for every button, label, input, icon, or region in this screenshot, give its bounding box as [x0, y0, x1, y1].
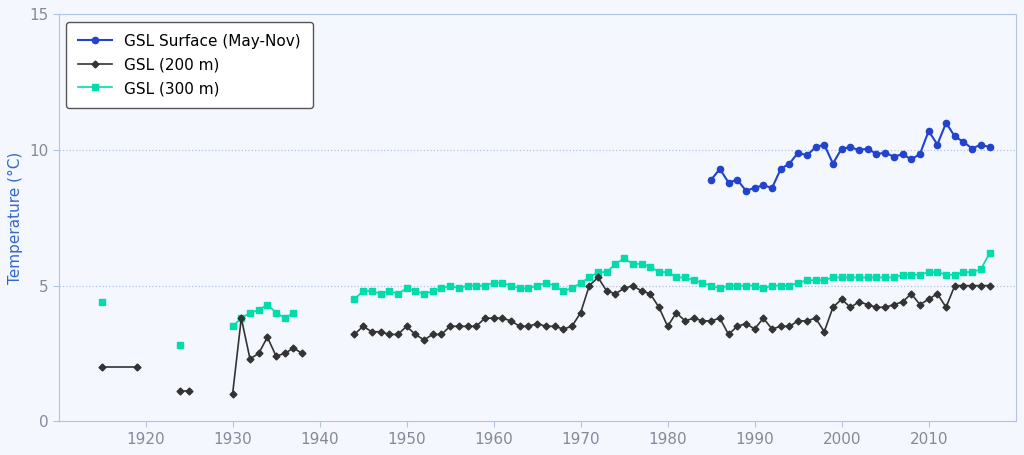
GSL Surface (May-Nov)	[757, 182, 769, 188]
GSL Surface (May-Nov)	[749, 185, 761, 191]
GSL Surface (May-Nov)	[739, 188, 752, 193]
GSL Surface (May-Nov)	[792, 150, 804, 156]
GSL Surface (May-Nov)	[705, 177, 717, 182]
GSL Surface (May-Nov)	[948, 134, 961, 139]
GSL Surface (May-Nov)	[826, 161, 839, 166]
GSL Surface (May-Nov)	[766, 185, 778, 191]
Line: GSL Surface (May-Nov): GSL Surface (May-Nov)	[708, 120, 992, 194]
GSL Surface (May-Nov)	[879, 150, 891, 156]
GSL (200 m)	[96, 364, 109, 370]
GSL Surface (May-Nov)	[844, 145, 856, 150]
GSL Surface (May-Nov)	[731, 177, 743, 182]
Line: GSL (200 m): GSL (200 m)	[99, 364, 139, 369]
GSL Surface (May-Nov)	[905, 157, 918, 162]
GSL Surface (May-Nov)	[836, 146, 848, 152]
GSL Surface (May-Nov)	[923, 128, 935, 134]
Legend: GSL Surface (May-Nov), GSL (200 m), GSL (300 m): GSL Surface (May-Nov), GSL (200 m), GSL …	[67, 22, 313, 108]
Y-axis label: Temperature (°C): Temperature (°C)	[8, 152, 24, 284]
GSL Surface (May-Nov)	[957, 139, 970, 145]
GSL Surface (May-Nov)	[774, 166, 786, 172]
GSL Surface (May-Nov)	[966, 146, 978, 152]
GSL Surface (May-Nov)	[818, 142, 830, 147]
GSL Surface (May-Nov)	[853, 147, 865, 153]
GSL Surface (May-Nov)	[931, 142, 943, 147]
GSL Surface (May-Nov)	[913, 152, 926, 157]
GSL Surface (May-Nov)	[714, 166, 726, 172]
GSL Surface (May-Nov)	[975, 142, 987, 147]
GSL Surface (May-Nov)	[888, 154, 900, 160]
GSL (200 m)	[131, 364, 143, 370]
GSL Surface (May-Nov)	[783, 161, 796, 166]
GSL Surface (May-Nov)	[861, 146, 873, 152]
GSL Surface (May-Nov)	[722, 180, 734, 185]
GSL Surface (May-Nov)	[870, 152, 883, 157]
GSL Surface (May-Nov)	[896, 152, 908, 157]
GSL Surface (May-Nov)	[940, 120, 952, 126]
GSL Surface (May-Nov)	[809, 145, 821, 150]
GSL Surface (May-Nov)	[801, 153, 813, 158]
GSL Surface (May-Nov)	[983, 145, 995, 150]
